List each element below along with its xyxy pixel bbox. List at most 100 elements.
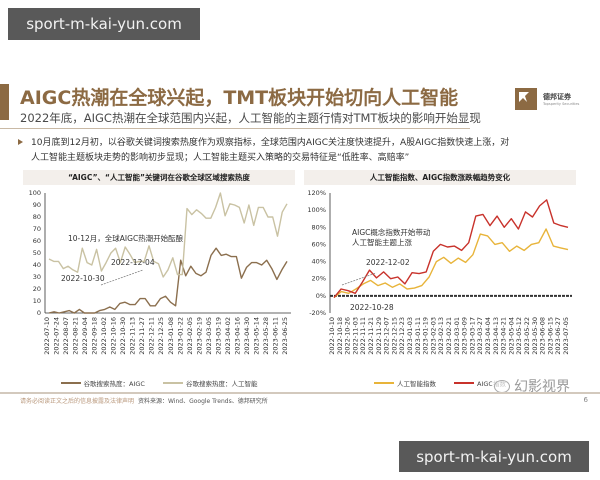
- svg-text:2022-09-18: 2022-09-18: [91, 317, 99, 355]
- chart-legend: 谷歌搜索热度：AIGC 谷歌搜索热度：人工智能: [23, 378, 295, 388]
- slide-subtitle: 2022年底，AIGC热潮在全球范围内兴起，人工智能的主题行情对TMT板块的影响…: [20, 111, 481, 125]
- svg-text:2023-02-13: 2023-02-13: [437, 317, 445, 355]
- svg-text:10: 10: [33, 297, 41, 305]
- svg-text:2023-06-25: 2023-06-25: [281, 317, 289, 355]
- svg-text:2023-02-05: 2023-02-05: [186, 317, 194, 355]
- svg-text:2022-10-02: 2022-10-02: [100, 317, 108, 355]
- svg-text:2023-02-21: 2023-02-21: [445, 317, 453, 355]
- svg-text:AIGC概念指数开始带动: AIGC概念指数开始带动: [352, 227, 431, 237]
- svg-text:2023-06-27: 2023-06-27: [554, 317, 562, 355]
- svg-text:-20%: -20%: [309, 309, 326, 317]
- svg-text:2023-04-02: 2023-04-02: [224, 317, 232, 355]
- svg-text:2023-02-03: 2023-02-03: [429, 317, 437, 355]
- svg-text:80: 80: [33, 213, 41, 221]
- footer-disclaimer: 请务必阅读正文之后的信息披露及法律声明: [20, 398, 135, 405]
- svg-text:10-12月，全球AIGC热潮开始酝酿: 10-12月，全球AIGC热潮开始酝酿: [68, 233, 184, 243]
- svg-text:60: 60: [33, 237, 41, 245]
- logo-name-cn: 德邦证券: [543, 93, 571, 101]
- logo-name-en: Topsperity Securities: [543, 102, 580, 106]
- svg-text:2022-10-28: 2022-10-28: [350, 303, 394, 312]
- svg-text:0%: 0%: [316, 292, 326, 300]
- svg-text:120%: 120%: [307, 189, 326, 197]
- wechat-text: 幻影视界: [514, 379, 570, 395]
- svg-text:2023-01-03: 2023-01-03: [406, 317, 414, 355]
- svg-text:2023-02-19: 2023-02-19: [195, 317, 203, 355]
- svg-text:2022-08-21: 2022-08-21: [72, 317, 80, 355]
- legend-label: 谷歌搜索热度：AIGC: [83, 380, 145, 388]
- svg-text:2022-10-16: 2022-10-16: [110, 317, 118, 355]
- legend-item-ai-index: 人工智能指数: [374, 378, 436, 388]
- svg-text:2023-05-04: 2023-05-04: [507, 317, 515, 355]
- svg-text:2022-10-10: 2022-10-10: [328, 317, 336, 355]
- watermark-top: sport-m-kai-yun.com: [8, 8, 200, 40]
- slide: AIGC热潮在全球兴起，TMT板块开始切向人工智能 2022年底，AIGC热潮在…: [0, 78, 600, 408]
- svg-text:2022-11-11: 2022-11-11: [359, 317, 367, 355]
- legend-item-ai: 谷歌搜索热度：人工智能: [162, 378, 257, 388]
- svg-text:100%: 100%: [307, 206, 326, 214]
- footer-source: 资料来源：Wind、Google Trends、德邦研究所: [138, 398, 268, 405]
- svg-text:2023-07-05: 2023-07-05: [562, 317, 570, 355]
- svg-text:2023-06-15: 2023-06-15: [546, 317, 554, 355]
- svg-text:2022-07-24: 2022-07-24: [53, 317, 61, 355]
- svg-text:2022-09-04: 2022-09-04: [81, 317, 89, 355]
- svg-text:2022-10-30: 2022-10-30: [61, 274, 105, 283]
- chart-plot-area: 0 10 20 30 40 50 60 70 80 90 100 2022-07-10 2022-07-…: [29, 189, 291, 355]
- footer-divider: [0, 392, 600, 394]
- svg-text:2023-01-22: 2023-01-22: [176, 317, 184, 355]
- svg-text:2023-05-30: 2023-05-30: [531, 317, 539, 355]
- legend-item-aigc-index: AIGC指数: [454, 378, 506, 388]
- chart-legend: 人工智能指数 AIGC指数: [304, 378, 576, 388]
- chart-search-heat: “AIGC”、“人工智能”关键词在谷歌全球区域搜索热度 0 10 20 30 40 50 6…: [23, 170, 295, 388]
- bullet-triangle-icon: [18, 139, 23, 145]
- svg-text:2023-04-30: 2023-04-30: [243, 317, 251, 355]
- svg-text:2023-01-08: 2023-01-08: [167, 317, 175, 355]
- svg-text:2022-11-21: 2022-11-21: [367, 317, 375, 355]
- svg-text:2023-05-28: 2023-05-28: [262, 317, 270, 355]
- svg-text:2022-12-11: 2022-12-11: [148, 317, 156, 355]
- logo-icon: [515, 88, 537, 110]
- svg-text:2022-11-29: 2022-11-29: [375, 317, 383, 355]
- title-accent-bar: [0, 84, 9, 120]
- svg-text:2022-12-04: 2022-12-04: [111, 258, 155, 267]
- svg-text:2023-03-05: 2023-03-05: [205, 317, 213, 355]
- svg-text:2023-04-04: 2023-04-04: [484, 317, 492, 355]
- svg-text:70: 70: [33, 225, 41, 233]
- watermark-bottom: sport-m-kai-yun.com: [399, 441, 589, 472]
- title-divider: [0, 128, 470, 129]
- chart-index-change: 人工智能指数、AIGC指数涨跌幅趋势变化 -20% 0% 20% 40% 60% 80% 1…: [304, 170, 576, 388]
- svg-text:20: 20: [33, 285, 41, 293]
- svg-text:2023-03-19: 2023-03-19: [214, 317, 222, 355]
- svg-text:2022-12-25: 2022-12-25: [157, 317, 165, 355]
- svg-text:2023-06-11: 2023-06-11: [271, 317, 279, 355]
- chart-title: 人工智能指数、AIGC指数涨跌幅趋势变化: [304, 170, 576, 185]
- svg-text:2023-03-27: 2023-03-27: [476, 317, 484, 355]
- chart-title: “AIGC”、“人工智能”关键词在谷歌全球区域搜索热度: [23, 170, 295, 185]
- svg-text:2023-05-12: 2023-05-12: [515, 317, 523, 355]
- svg-text:90: 90: [33, 201, 41, 209]
- svg-text:2023-03-17: 2023-03-17: [468, 317, 476, 355]
- svg-text:人工智能主题上涨: 人工智能主题上涨: [352, 237, 412, 247]
- svg-text:2022-08-07: 2022-08-07: [62, 317, 70, 355]
- svg-text:60%: 60%: [312, 240, 326, 248]
- svg-text:40%: 40%: [312, 258, 326, 266]
- svg-text:100: 100: [29, 189, 41, 197]
- svg-text:2022-12-07: 2022-12-07: [383, 317, 391, 355]
- svg-text:20%: 20%: [312, 275, 326, 283]
- svg-text:2023-04-16: 2023-04-16: [233, 317, 241, 355]
- svg-text:2023-04-21: 2023-04-21: [500, 317, 508, 355]
- svg-text:2022-10-26: 2022-10-26: [344, 317, 352, 355]
- bullet-point: 10月底到12月初，以谷歌关键词搜索热度作为观察指标，全球范围内AIGC关注度快…: [18, 136, 588, 166]
- legend-swatch: [162, 382, 183, 384]
- bullet-line-2: 人工智能主题板块走势的影响初步显现；人工智能主题买入策略的交易特征是“低胜率、高…: [31, 153, 410, 163]
- page-number: 6: [583, 396, 588, 404]
- svg-text:2023-05-14: 2023-05-14: [252, 317, 260, 355]
- svg-text:2023-01-19: 2023-01-19: [422, 317, 430, 355]
- slide-title: AIGC热潮在全球兴起，TMT板块开始切向人工智能: [20, 87, 459, 109]
- svg-text:2023-05-22: 2023-05-22: [523, 317, 531, 355]
- legend-swatch: [60, 382, 81, 384]
- wechat-watermark: 幻影视界: [492, 376, 572, 396]
- company-logo: 德邦证券 Topsperity Securities: [515, 86, 595, 112]
- wechat-icon: [494, 379, 510, 393]
- svg-text:40: 40: [33, 261, 41, 269]
- legend-swatch: [374, 382, 395, 384]
